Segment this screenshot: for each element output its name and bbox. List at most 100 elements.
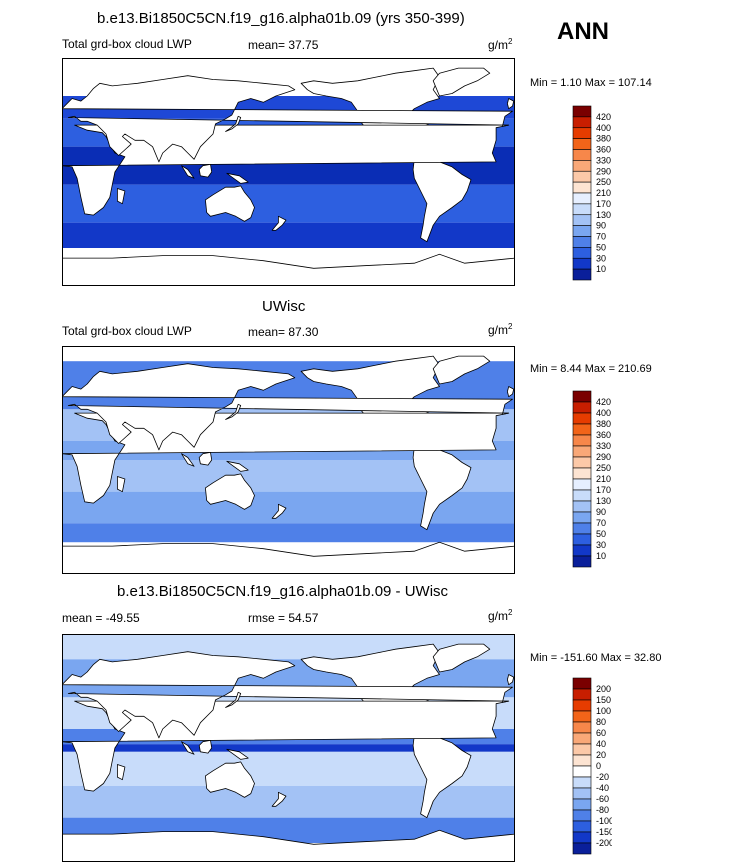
colorbar-level-label: 360 xyxy=(596,430,611,440)
colorbar-level-label: 360 xyxy=(596,145,611,155)
continent xyxy=(181,453,195,467)
continent xyxy=(198,452,213,466)
colorbar-level-label: 150 xyxy=(596,695,611,705)
continent xyxy=(181,165,195,179)
panel3-colorbar: 200150100806040200-20-40-60-80-100-150-2… xyxy=(572,677,612,855)
colorbar-swatch xyxy=(572,192,592,205)
colorbar-level-label: 170 xyxy=(596,199,611,209)
colorbar-swatch xyxy=(572,820,592,833)
colorbar-level-label: 210 xyxy=(596,188,611,198)
colorbar-level-label: 290 xyxy=(596,452,611,462)
panel3-title: b.e13.Bi1850C5CN.f19_g16.alpha01b.09 - U… xyxy=(117,583,449,600)
continent xyxy=(271,503,287,519)
colorbar-swatch xyxy=(572,809,592,822)
colorbar-level-label: 30 xyxy=(596,540,606,550)
colorbar-level-label: 290 xyxy=(596,166,611,176)
colorbar-swatch xyxy=(572,247,592,259)
colorbar-swatch xyxy=(572,544,592,557)
continent xyxy=(271,215,287,231)
colorbar-level-label: 330 xyxy=(596,441,611,451)
colorbar-swatch xyxy=(572,105,592,118)
ocean-band xyxy=(62,222,515,248)
continent xyxy=(506,98,515,110)
colorbar-level-label: -80 xyxy=(596,805,609,815)
colorbar-swatch xyxy=(572,160,592,172)
colorbar-level-label: 420 xyxy=(596,397,611,407)
continent xyxy=(62,541,515,574)
colorbar-swatch xyxy=(572,236,592,248)
colorbar-swatch xyxy=(572,478,592,491)
colorbar-level-label: 20 xyxy=(596,750,606,760)
continent xyxy=(506,674,515,686)
map-frame xyxy=(62,58,515,286)
colorbar-level-label: 380 xyxy=(596,134,611,144)
continent xyxy=(198,740,213,754)
colorbar-swatch xyxy=(572,765,592,778)
colorbar-swatch xyxy=(572,776,592,789)
colorbar-swatch xyxy=(572,149,592,161)
colorbar-swatch xyxy=(572,677,592,690)
continent xyxy=(271,791,287,807)
colorbar-level-label: 10 xyxy=(596,551,606,561)
colorbar-swatch xyxy=(572,412,592,425)
continent xyxy=(204,761,255,798)
colorbar-swatch xyxy=(572,500,592,513)
panel1-mean: mean= 37.75 xyxy=(248,38,319,52)
colorbar-level-label: 70 xyxy=(596,518,606,528)
colorbar-level-label: 90 xyxy=(596,221,606,231)
colorbar-swatch xyxy=(572,522,592,535)
ocean-band xyxy=(62,346,515,362)
continent xyxy=(62,75,513,163)
panel3-map xyxy=(62,634,515,862)
panel1-minmax: Min = 1.10 Max = 107.14 xyxy=(530,77,652,89)
colorbar-level-label: 90 xyxy=(596,507,606,517)
colorbar-swatch xyxy=(572,743,592,756)
colorbar-level-label: 250 xyxy=(596,177,611,187)
continent xyxy=(62,412,510,504)
colorbar-swatch xyxy=(572,688,592,701)
panel3-rmse: rmse = 54.57 xyxy=(248,611,319,625)
continent xyxy=(62,700,510,792)
colorbar-swatch xyxy=(572,401,592,414)
colorbar-level-label: 50 xyxy=(596,529,606,539)
colorbar-swatch xyxy=(572,138,592,150)
colorbar-level-label: 250 xyxy=(596,463,611,473)
continent xyxy=(226,172,249,184)
colorbar-swatch xyxy=(572,434,592,447)
continent xyxy=(204,473,255,510)
panel2-map xyxy=(62,346,515,574)
colorbar-swatch xyxy=(572,390,592,403)
continent xyxy=(204,185,255,222)
colorbar-swatch xyxy=(572,127,592,139)
colorbar-swatch xyxy=(572,533,592,546)
colorbar-swatch xyxy=(572,699,592,712)
colorbar-level-label: -40 xyxy=(596,783,609,793)
colorbar-level-label: 130 xyxy=(596,496,611,506)
colorbar-swatch xyxy=(572,225,592,237)
colorbar-swatch xyxy=(572,511,592,524)
colorbar-swatch xyxy=(572,214,592,226)
continent xyxy=(412,156,472,243)
colorbar-level-label: 0 xyxy=(596,761,601,771)
continent xyxy=(432,67,491,97)
colorbar-swatch xyxy=(572,445,592,458)
colorbar-level-label: 60 xyxy=(596,728,606,738)
continent xyxy=(225,691,242,708)
colorbar-level-label: -200 xyxy=(596,838,612,848)
colorbar-level-label: 210 xyxy=(596,474,611,484)
colorbar-level-label: 10 xyxy=(596,264,606,274)
colorbar-level-label: 400 xyxy=(596,123,611,133)
panel2-title: UWisc xyxy=(262,298,306,315)
colorbar-level-label: -60 xyxy=(596,794,609,804)
panel3-mean: mean = -49.55 xyxy=(62,611,140,625)
colorbar-level-label: 80 xyxy=(596,717,606,727)
season-label: ANN xyxy=(557,18,609,45)
continent xyxy=(226,460,249,472)
colorbar-swatch xyxy=(572,787,592,800)
continent xyxy=(506,386,515,398)
colorbar-level-label: 400 xyxy=(596,408,611,418)
panel3-minmax: Min = -151.60 Max = 32.80 xyxy=(530,652,662,664)
map-frame xyxy=(62,634,515,862)
